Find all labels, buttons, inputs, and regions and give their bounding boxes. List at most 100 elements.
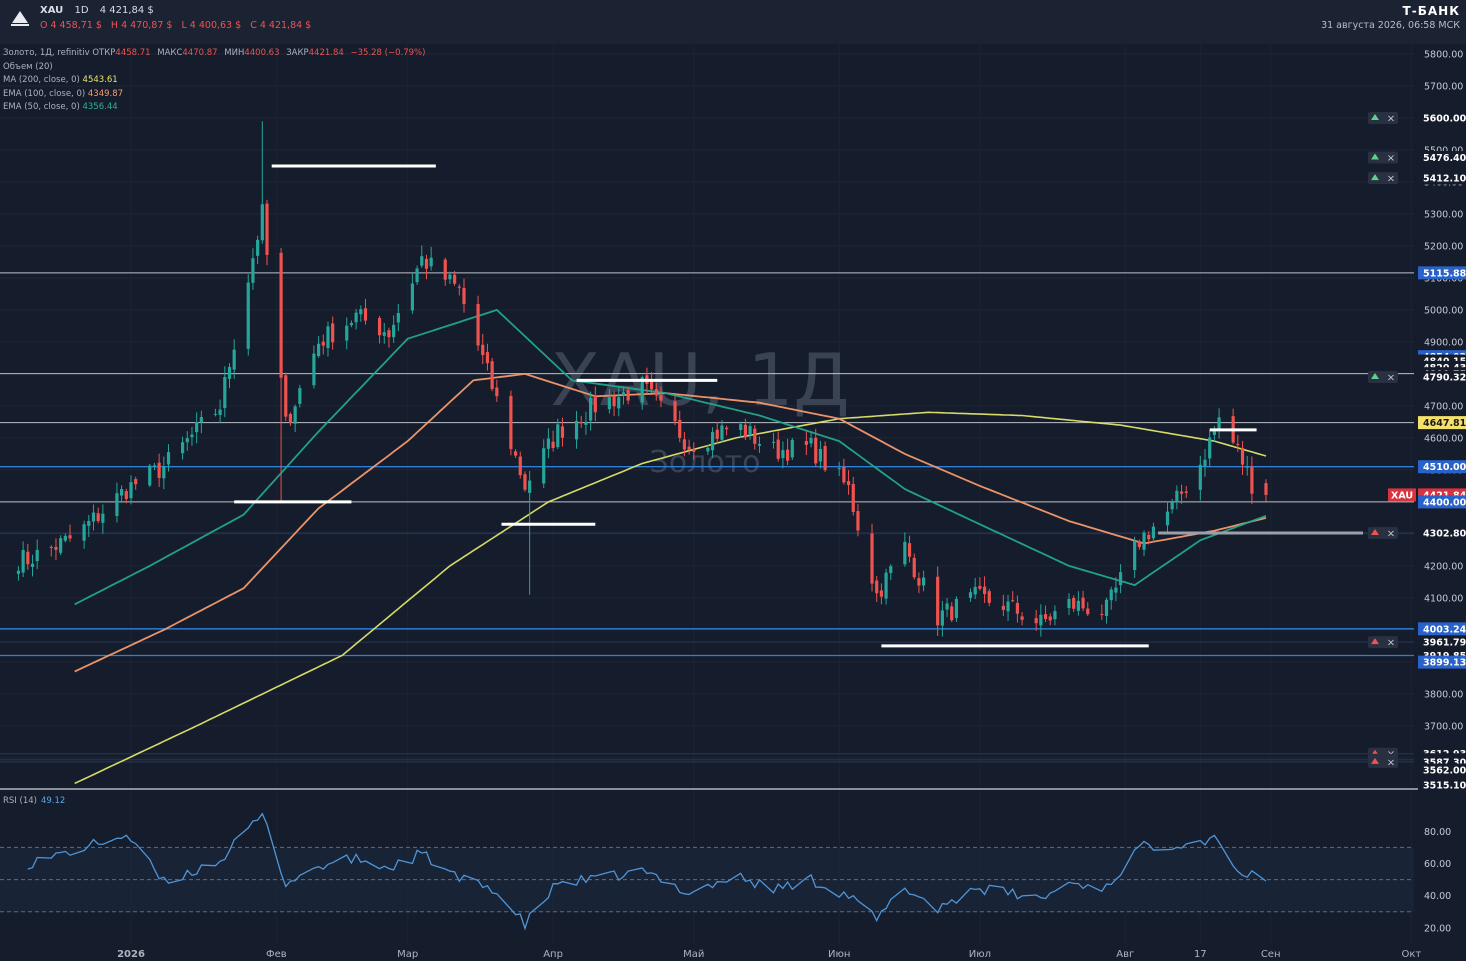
price-level-tag[interactable]: 4790.32 — [1418, 370, 1466, 384]
close-icon[interactable]: × — [1387, 174, 1395, 185]
legend-volume[interactable]: Объем (20) — [3, 61, 429, 75]
price-level-tag[interactable]: 3515.10 — [1418, 778, 1466, 792]
candle — [195, 412, 199, 444]
symbol-name[interactable]: XAU — [40, 5, 64, 16]
price-tag-bg[interactable] — [1418, 763, 1466, 777]
symbol-tag-bg[interactable] — [1388, 488, 1416, 502]
candle-body — [195, 422, 199, 433]
interval[interactable]: 1D — [74, 5, 89, 16]
close-icon[interactable]: × — [1387, 757, 1395, 768]
price-level-tag[interactable]: 5412.10 — [1418, 171, 1466, 185]
candle-body — [954, 598, 959, 619]
price-axis[interactable]: 5800.005700.005600.005500.005400.005300.… — [1388, 50, 1466, 935]
candle — [495, 379, 499, 402]
alert-marker[interactable]: × — [1368, 636, 1398, 649]
candle — [157, 453, 161, 487]
candle-body — [950, 606, 954, 621]
price-tag-bg[interactable] — [1418, 655, 1466, 669]
alert-markers[interactable]: ××××××××× — [1368, 111, 1398, 769]
price-tag-bg[interactable] — [1418, 266, 1466, 280]
price-level-tag[interactable]: 3562.00 — [1418, 763, 1466, 777]
candle — [63, 533, 67, 543]
close-icon[interactable]: × — [1387, 373, 1395, 384]
alert-marker[interactable]: × — [1368, 111, 1398, 125]
alert-up-icon[interactable] — [1371, 153, 1379, 160]
alert-up-icon[interactable] — [1371, 373, 1379, 380]
price-tag-bg[interactable] — [1418, 111, 1466, 125]
price-level-tag[interactable]: 4302.80 — [1418, 526, 1466, 540]
candle — [1165, 502, 1170, 534]
candle-body — [1203, 459, 1207, 467]
candle — [35, 539, 39, 570]
alert-down-icon[interactable] — [1371, 757, 1379, 764]
price-level-tag[interactable]: 3961.79 — [1418, 635, 1466, 649]
candle-body — [321, 341, 325, 346]
candle — [148, 464, 152, 488]
price-level-tag[interactable]: 4510.00 — [1418, 460, 1466, 474]
price-tag-bg[interactable] — [1418, 370, 1466, 384]
candle-body — [345, 325, 349, 341]
rsi-legend-value: 49.12 — [40, 796, 66, 806]
time-axis[interactable]: 2026ФевМарАпрМайИюнИюлАвг17СенОктНоя — [117, 949, 1466, 960]
price-level-tag[interactable]: 4003.24 — [1418, 622, 1466, 636]
price-tag-bg[interactable] — [1418, 778, 1466, 792]
candle — [922, 570, 926, 592]
price-level-tag[interactable]: 5476.40 — [1418, 151, 1466, 165]
candle-body — [710, 432, 715, 451]
candle — [687, 439, 691, 455]
alert-marker[interactable]: × — [1368, 526, 1398, 540]
candle-body — [1006, 601, 1010, 612]
close-icon[interactable]: × — [1387, 113, 1395, 124]
price-level-tag[interactable]: 3899.13 — [1418, 655, 1466, 669]
candle — [1104, 597, 1109, 624]
rsi-legend[interactable]: RSI (14) 49.12 — [3, 796, 65, 806]
candle — [673, 394, 677, 426]
price-tag-bg[interactable] — [1418, 495, 1466, 509]
drawn-segments[interactable] — [234, 164, 1363, 648]
price-tag-bg[interactable] — [1418, 416, 1466, 430]
candle-body — [87, 520, 91, 526]
price-tag-bg[interactable] — [1418, 622, 1466, 636]
alert-marker[interactable]: × — [1368, 371, 1398, 384]
legend-main[interactable]: Золото, 1Д, refinitiv ОТКР4458.71 МАКС44… — [3, 47, 429, 61]
tbank-logo-icon[interactable] — [8, 6, 32, 30]
candle — [96, 507, 100, 524]
legend-ma200[interactable]: MA (200, close, 0) 4543.61 — [3, 74, 429, 88]
candle — [443, 257, 447, 286]
alert-marker[interactable]: × — [1368, 151, 1398, 165]
price-tag-bg[interactable] — [1418, 635, 1466, 649]
close-icon[interactable]: × — [1387, 153, 1395, 164]
candle — [739, 421, 743, 438]
candle — [513, 449, 518, 458]
price-level-tag[interactable]: 4647.81 — [1418, 416, 1466, 430]
price-tag-label: 3961.79 — [1423, 638, 1466, 649]
candle-body — [687, 446, 691, 450]
price-tag-bg[interactable] — [1418, 151, 1466, 165]
alert-marker[interactable]: × — [1368, 755, 1398, 769]
alert-up-icon[interactable] — [1371, 113, 1379, 120]
close-icon[interactable]: × — [1387, 528, 1395, 539]
price-level-tag[interactable]: 4400.00 — [1418, 495, 1466, 509]
price-tag-bg[interactable] — [1418, 171, 1466, 185]
close-icon[interactable]: × — [1387, 638, 1395, 649]
alert-marker[interactable]: × — [1368, 172, 1398, 185]
price-level-tag[interactable]: 5600.00 — [1418, 111, 1466, 125]
price-tag-label: 4400.00 — [1423, 497, 1466, 508]
datetime-label: 31 августа 2026, 06:58 МСК — [1321, 20, 1460, 31]
price-level-tag[interactable]: 5115.88 — [1418, 266, 1466, 280]
alert-up-icon[interactable] — [1371, 174, 1379, 181]
legend-ema100[interactable]: EMA (100, close, 0) 4349.87 — [3, 88, 429, 102]
symbol-line: XAU 1D 4 421,84 $ — [40, 5, 162, 16]
time-tick-label: Май — [683, 949, 704, 960]
candle-body — [91, 512, 96, 522]
legend-ema50[interactable]: EMA (50, close, 0) 4356.44 — [3, 101, 429, 115]
price-tag-bg[interactable] — [1418, 460, 1466, 474]
candle-body — [457, 286, 461, 288]
alert-down-icon[interactable] — [1371, 638, 1379, 645]
candle-body — [1264, 483, 1268, 495]
candle-body — [584, 421, 588, 425]
alert-down-icon[interactable] — [1371, 528, 1379, 535]
candle — [579, 415, 583, 428]
price-tag-bg[interactable] — [1418, 526, 1466, 540]
